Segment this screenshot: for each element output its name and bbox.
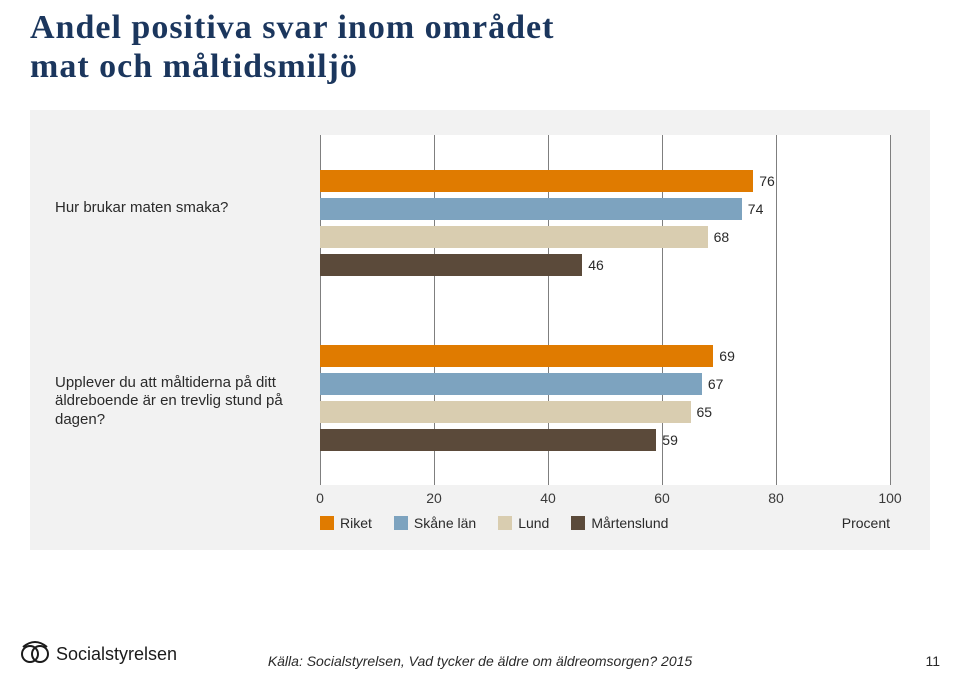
page-number: 11 [925,653,940,669]
bar-value-label: 69 [719,345,735,367]
legend-item: Lund [498,515,549,531]
chart-plot: 76 74 68 46 69 67 65 59 [320,135,890,485]
x-tick-label: 40 [540,490,556,506]
page-title: Andel positiva svar inom området mat och… [30,8,554,86]
bar-value-label: 65 [697,401,713,423]
legend-item: Skåne län [394,515,476,531]
bar [320,170,753,192]
bar [320,345,713,367]
legend-label: Lund [518,515,549,531]
x-tick-label: 0 [316,490,324,506]
bar [320,429,656,451]
legend-label: Riket [340,515,372,531]
bar [320,401,691,423]
legend-swatch [498,516,512,530]
x-tick-label: 60 [654,490,670,506]
legend-swatch [571,516,585,530]
page-footer: Socialstyrelsen Källa: Socialstyrelsen, … [0,637,960,677]
legend-item: Riket [320,515,372,531]
x-axis-label: Procent [842,515,890,531]
gridline [776,135,777,485]
bar [320,373,702,395]
chart-legend: Riket Skåne län Lund Mårtenslund Procent [320,515,890,531]
legend-label: Skåne län [414,515,476,531]
x-tick-label: 80 [768,490,784,506]
bar [320,226,708,248]
chart-panel: 76 74 68 46 69 67 65 59 Riket Skåne län Lund Mårte… [30,110,930,550]
legend-label: Mårtenslund [591,515,668,531]
x-tick-label: 100 [878,490,901,506]
legend-item: Mårtenslund [571,515,668,531]
gridline [890,135,891,485]
footer-source: Källa: Socialstyrelsen, Vad tycker de äl… [0,653,960,669]
category-label: Hur brukar maten smaka? [55,199,305,218]
legend-swatch [394,516,408,530]
legend-swatch [320,516,334,530]
bar-value-label: 68 [714,226,730,248]
bar-value-label: 46 [588,254,604,276]
x-tick-label: 20 [426,490,442,506]
bar-value-label: 67 [708,373,724,395]
bar-value-label: 74 [748,198,764,220]
bar [320,254,582,276]
bar-value-label: 76 [759,170,775,192]
bar-value-label: 59 [662,429,678,451]
bar [320,198,742,220]
category-label: Upplever du att måltiderna på ditt äldre… [55,374,305,430]
